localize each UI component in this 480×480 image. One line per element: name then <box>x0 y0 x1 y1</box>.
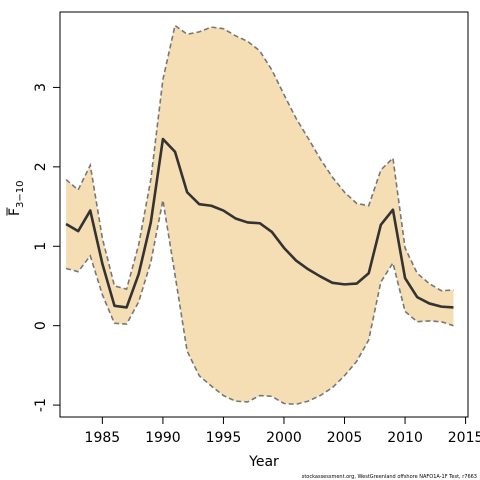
x-tick-label: 2005 <box>327 430 363 446</box>
x-tick-label: 2000 <box>266 430 302 446</box>
x-tick-label: 1995 <box>206 430 242 446</box>
y-axis-title-sub: 3−10 <box>15 180 26 207</box>
y-tick-label: 0 <box>33 321 49 330</box>
y-axis-title: F3−10 <box>6 180 26 216</box>
y-tick-label: 2 <box>33 162 49 171</box>
x-axis-title: Year <box>248 454 279 470</box>
estimate-line <box>65 137 454 309</box>
lower-bound-line <box>65 200 454 406</box>
confidence-band <box>66 25 454 405</box>
plot-frame <box>59 11 469 418</box>
y-tick-label: 1 <box>33 242 49 251</box>
x-tick-label: 2015 <box>448 430 480 446</box>
x-tick-label: 2010 <box>387 430 423 446</box>
footnote: stockassessment.org, WestGreenland offsh… <box>302 474 477 480</box>
svg-text:F3−10: F3−10 <box>7 180 26 216</box>
y-axis-title-main: F <box>7 208 23 216</box>
upper-bound-line <box>65 24 454 292</box>
y-tick-label: -1 <box>33 398 49 412</box>
y-tick-label: 3 <box>33 83 49 92</box>
x-tick-label: 1985 <box>85 430 121 446</box>
x-tick-label: 1990 <box>145 430 181 446</box>
